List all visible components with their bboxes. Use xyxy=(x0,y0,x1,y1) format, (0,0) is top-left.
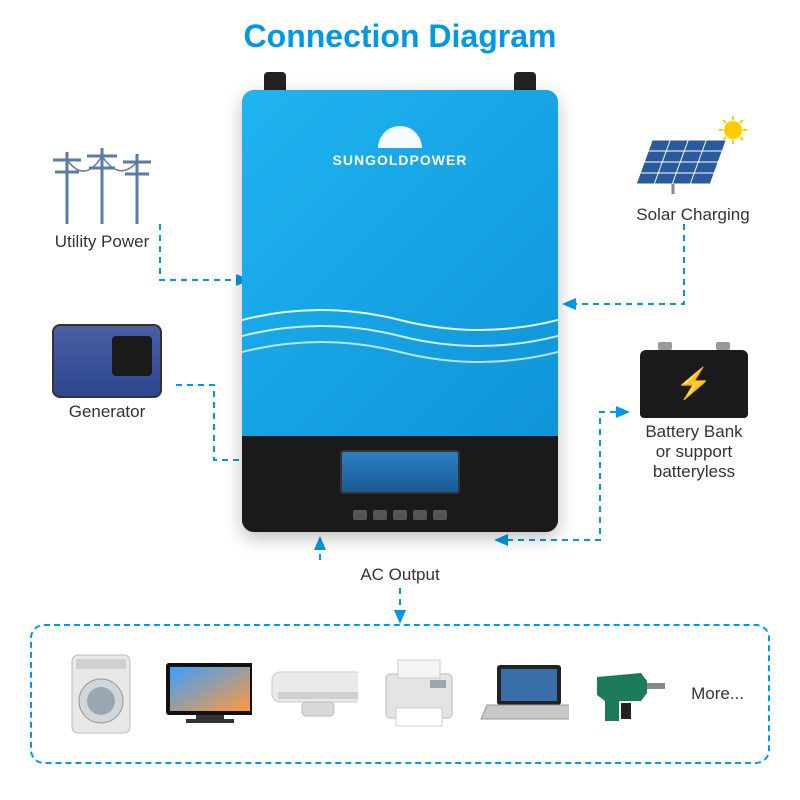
appliance-printer xyxy=(374,649,464,739)
node-battery-bank: ⚡ Battery Bank or support batteryless xyxy=(618,350,770,482)
appliance-tv xyxy=(162,649,252,739)
lcd-screen xyxy=(340,450,460,494)
bolt-icon: ⚡ xyxy=(675,367,712,402)
wave-decoration xyxy=(242,300,558,370)
appliance-drill xyxy=(585,649,675,739)
utility-label: Utility Power xyxy=(42,232,162,252)
battery-icon: ⚡ xyxy=(640,350,748,418)
generator-label: Generator xyxy=(42,402,172,422)
ac-output-label: AC Output xyxy=(290,564,510,585)
node-utility-power: Utility Power xyxy=(42,144,162,252)
node-solar-charging: Solar Charging xyxy=(618,116,768,225)
appliance-laptop xyxy=(479,649,569,739)
solar-label: Solar Charging xyxy=(618,205,768,225)
appliance-output-box: More... xyxy=(30,624,770,764)
inverter-control-panel xyxy=(242,436,558,532)
diagram-title: Connection Diagram xyxy=(0,18,800,55)
node-generator: Generator xyxy=(42,324,172,422)
inverter-device: SUNGOLDPOWER xyxy=(242,72,558,532)
appliance-air-conditioner xyxy=(268,649,358,739)
appliance-more-label: More... xyxy=(691,684,744,704)
generator-icon xyxy=(52,324,162,398)
solar-panel-icon xyxy=(633,116,753,196)
brand-label: SUNGOLDPOWER xyxy=(242,152,558,168)
appliance-washer xyxy=(56,649,146,739)
panel-buttons xyxy=(353,510,447,520)
inverter-body: SUNGOLDPOWER xyxy=(242,90,558,532)
brand-sun-icon xyxy=(378,126,422,148)
battery-label: Battery Bank or support batteryless xyxy=(618,422,770,482)
utility-pole-icon xyxy=(47,144,157,228)
